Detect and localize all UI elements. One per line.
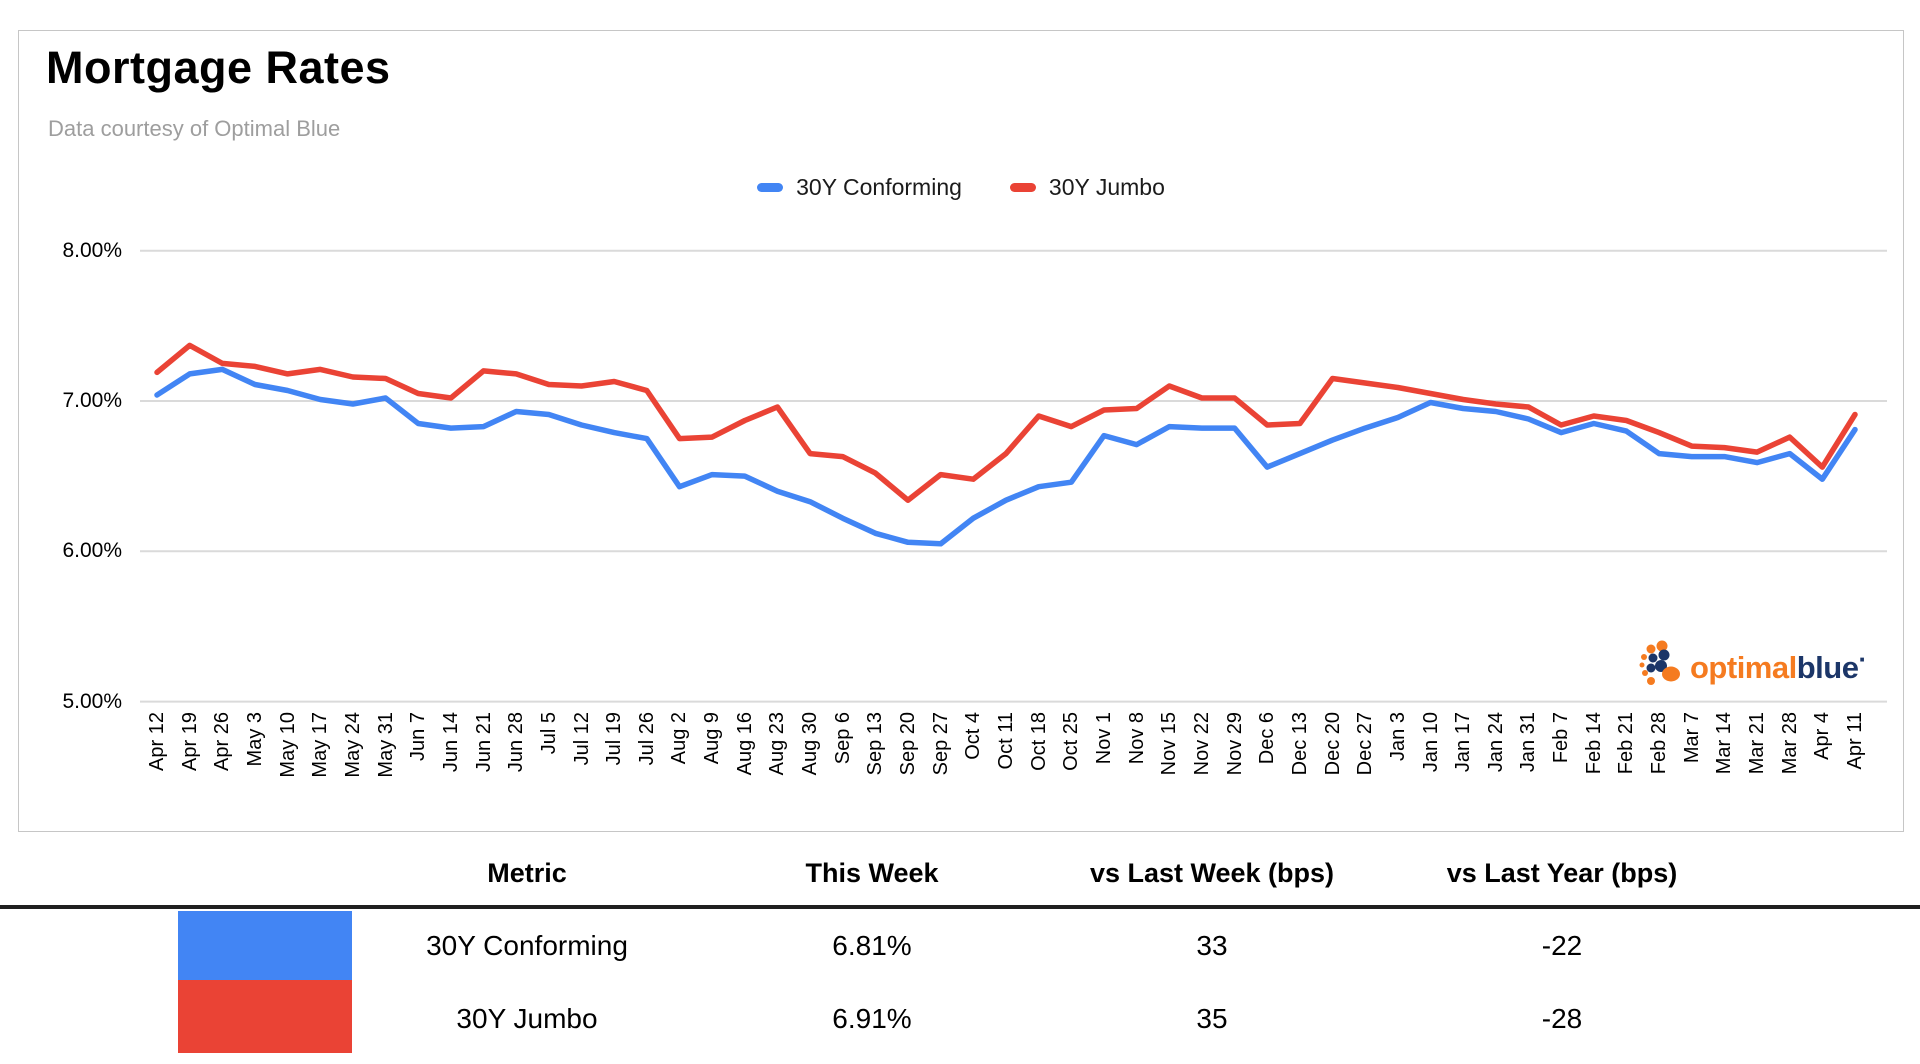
x-tick-label: Jun 28 (505, 712, 528, 773)
x-tick-label: Jun 14 (439, 712, 462, 773)
column-header-vs-last-year: vs Last Year (bps) (1446, 858, 1678, 888)
optimal-blue-wordmark: optimalblue· (1690, 644, 1867, 685)
x-tick-label: Apr 19 (178, 712, 201, 771)
table-cell-vs_last_year: -22 (1541, 930, 1583, 961)
x-tick-label: Sep 13 (864, 712, 887, 776)
y-tick-label: 6.00% (62, 539, 122, 563)
table-cell-vs_last_week: 33 (1196, 930, 1228, 961)
column-header-vs-last-week: vs Last Week (bps) (1089, 858, 1335, 888)
x-tick-label: Mar 21 (1746, 712, 1769, 775)
x-tick-label: Dec 27 (1354, 712, 1377, 776)
x-tick-label: Apr 26 (211, 712, 234, 771)
x-tick-label: Oct 4 (962, 712, 985, 760)
x-tick-label: May 31 (374, 712, 397, 778)
series-color-swatch (178, 911, 352, 980)
x-tick-label: Dec 13 (1288, 712, 1311, 776)
x-tick-label: Feb 21 (1615, 712, 1638, 775)
column-header-metric: Metric (487, 858, 567, 888)
x-tick-label: Mar 14 (1713, 712, 1736, 775)
table-cell-vs_last_year: -28 (1541, 1003, 1583, 1034)
table-cell-metric: 30Y Conforming (426, 930, 628, 961)
x-tick-label: Feb 7 (1550, 712, 1573, 764)
y-tick-label: 8.00% (62, 238, 122, 262)
x-tick-label: Jan 31 (1517, 712, 1540, 773)
x-tick-label: Apr 11 (1844, 712, 1866, 770)
x-tick-label: Aug 9 (701, 712, 724, 765)
legend-label: 30Y Jumbo (1048, 174, 1165, 200)
x-tick-label: May 24 (341, 712, 364, 778)
series-color-swatch (178, 980, 352, 1053)
x-tick-label: Sep 27 (929, 712, 952, 776)
y-tick-label: 5.00% (62, 689, 122, 713)
x-tick-label: Jul 5 (537, 712, 560, 755)
x-tick-label: Nov 8 (1125, 712, 1148, 765)
optimal-blue-logo: optimalblue· (1638, 640, 1867, 690)
x-tick-label: Feb 14 (1582, 712, 1605, 775)
x-tick-label: Jul 12 (570, 712, 593, 766)
x-tick-label: Apr 12 (146, 712, 168, 771)
x-tick-label: Jun 7 (407, 712, 430, 761)
x-tick-label: Jan 10 (1419, 712, 1442, 773)
x-tick-label: Aug 23 (766, 712, 789, 776)
x-tick-label: Dec 20 (1321, 712, 1344, 776)
jumbo-line-swatch-icon (1009, 183, 1036, 192)
x-tick-label: May 17 (309, 712, 332, 778)
chart-legend: 30Y Conforming 30Y Jumbo (18, 174, 1904, 201)
x-tick-label: May 3 (243, 712, 266, 767)
x-tick-label: Mar 7 (1680, 712, 1703, 764)
x-tick-label: Aug 2 (668, 712, 691, 765)
table-cell-this_week: 6.91% (832, 1003, 912, 1034)
table-header-divider (0, 905, 1920, 909)
legend-item-conforming: 30Y Conforming (757, 174, 962, 201)
x-tick-label: Nov 15 (1158, 712, 1181, 776)
x-tick-label: Jan 3 (1386, 712, 1409, 761)
x-tick-label: Sep 20 (897, 712, 920, 776)
x-tick-label: Nov 1 (1092, 712, 1115, 765)
trademark-dot: · (1858, 644, 1867, 674)
x-tick-label: Nov 22 (1190, 712, 1213, 776)
optimal-blue-mark-icon (1639, 640, 1680, 685)
x-tick-label: Oct 25 (1060, 712, 1083, 771)
x-tick-label: Sep 6 (831, 712, 854, 765)
chart-title: Mortgage Rates (46, 42, 391, 93)
column-header-this-week: This Week (805, 858, 939, 888)
x-tick-label: Nov 29 (1223, 712, 1246, 776)
legend-item-jumbo: 30Y Jumbo (1009, 174, 1165, 201)
x-tick-label: Feb 28 (1648, 712, 1671, 775)
x-tick-label: May 10 (276, 712, 299, 778)
legend-label: 30Y Conforming (796, 174, 962, 200)
table-cell-metric: 30Y Jumbo (456, 1003, 598, 1034)
x-tick-label: Jan 17 (1452, 712, 1475, 773)
x-tick-label: Jul 19 (603, 712, 626, 766)
x-tick-label: Jul 26 (635, 712, 658, 766)
x-tick-label: Oct 11 (995, 712, 1017, 770)
x-tick-label: Mar 28 (1778, 712, 1801, 775)
x-tick-label: Aug 16 (733, 712, 756, 776)
y-tick-label: 7.00% (62, 389, 122, 412)
x-tick-label: Oct 18 (1027, 712, 1050, 771)
x-tick-label: Apr 4 (1811, 712, 1834, 760)
x-tick-label: Dec 6 (1256, 712, 1279, 765)
table-cell-this_week: 6.81% (832, 930, 912, 961)
conforming-line-swatch-icon (757, 183, 784, 192)
x-tick-label: Jun 21 (472, 712, 495, 773)
x-tick-label: Jan 24 (1484, 712, 1507, 773)
table-cell-vs_last_week: 35 (1196, 1003, 1228, 1034)
chart-subtitle: Data courtesy of Optimal Blue (48, 116, 341, 141)
x-tick-label: Aug 30 (799, 712, 822, 776)
